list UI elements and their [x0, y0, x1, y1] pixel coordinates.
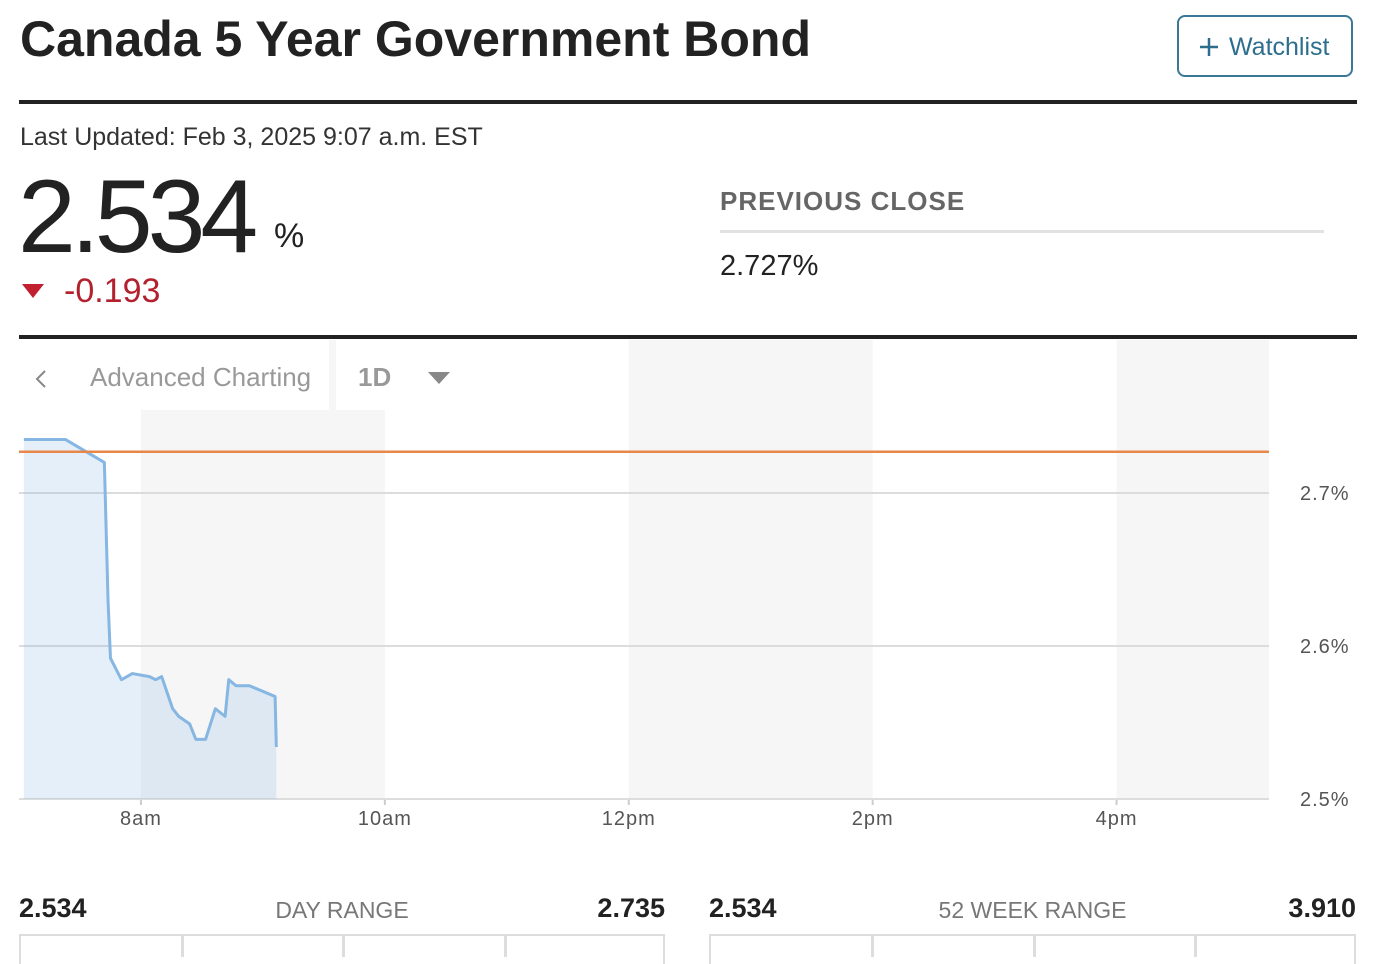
y-tick-label: 2.5%	[1300, 789, 1350, 811]
range-divider	[180, 936, 184, 957]
advanced-charting[interactable]: Advanced Charting	[90, 362, 312, 392]
x-tick-label: 8am	[120, 808, 162, 830]
chart: 2.5% 2.6% 2.7% 8am 10am 12pm 2pm 4pm	[19, 340, 1350, 830]
range-high: 3.910	[1288, 893, 1356, 923]
range-label: DAY RANGE	[275, 897, 409, 923]
band	[1116, 340, 1269, 799]
band	[628, 340, 873, 799]
x-tick-label: 4pm	[1096, 808, 1138, 830]
range-selector[interactable]: 1D	[336, 340, 452, 410]
area	[23, 439, 277, 799]
down-arrow	[22, 284, 44, 298]
title: Canada 5 Year Government Bond	[20, 11, 811, 67]
back-chevron[interactable]	[35, 370, 47, 388]
range-label: 52 WEEK RANGE	[938, 897, 1127, 923]
divider	[19, 100, 1357, 104]
plus-icon	[1200, 38, 1218, 56]
last-updated: Last Updated: Feb 3, 2025 9:07 a.m. EST	[20, 123, 483, 151]
previous-close-value: 2.727%	[720, 250, 819, 282]
x-tick-label: 2pm	[852, 808, 894, 830]
price-line	[23, 437, 278, 748]
range-divider	[1194, 936, 1198, 957]
x-tick-label: 12pm	[602, 808, 656, 830]
watchlist-button[interactable]: Watchlist	[1177, 15, 1353, 77]
range-divider	[1032, 936, 1036, 957]
toolbar: Advanced Charting	[19, 340, 329, 410]
divider	[720, 230, 1324, 233]
dropdown-arrow	[428, 372, 450, 384]
y-tick-label: 2.6%	[1300, 636, 1350, 658]
range-low: 2.534	[19, 893, 87, 923]
change: -0.193	[64, 272, 161, 310]
range-label: 1D	[358, 362, 392, 392]
price-unit: %	[274, 217, 305, 255]
watchlist-label: Watchlist	[1229, 33, 1330, 61]
range-high: 2.735	[597, 893, 665, 923]
range-low: 2.534	[709, 893, 777, 923]
y-tick-label: 2.7%	[1300, 483, 1350, 505]
band	[140, 340, 385, 799]
range-divider	[503, 936, 507, 957]
range-divider	[870, 936, 874, 957]
range-bar	[709, 934, 1356, 964]
x-tick-label: 10am	[358, 808, 412, 830]
range-divider	[342, 936, 345, 957]
divider	[19, 335, 1357, 339]
previous-close-label: PREVIOUS CLOSE	[720, 186, 966, 216]
range-bar	[19, 934, 665, 964]
price: 2.534	[18, 159, 258, 275]
